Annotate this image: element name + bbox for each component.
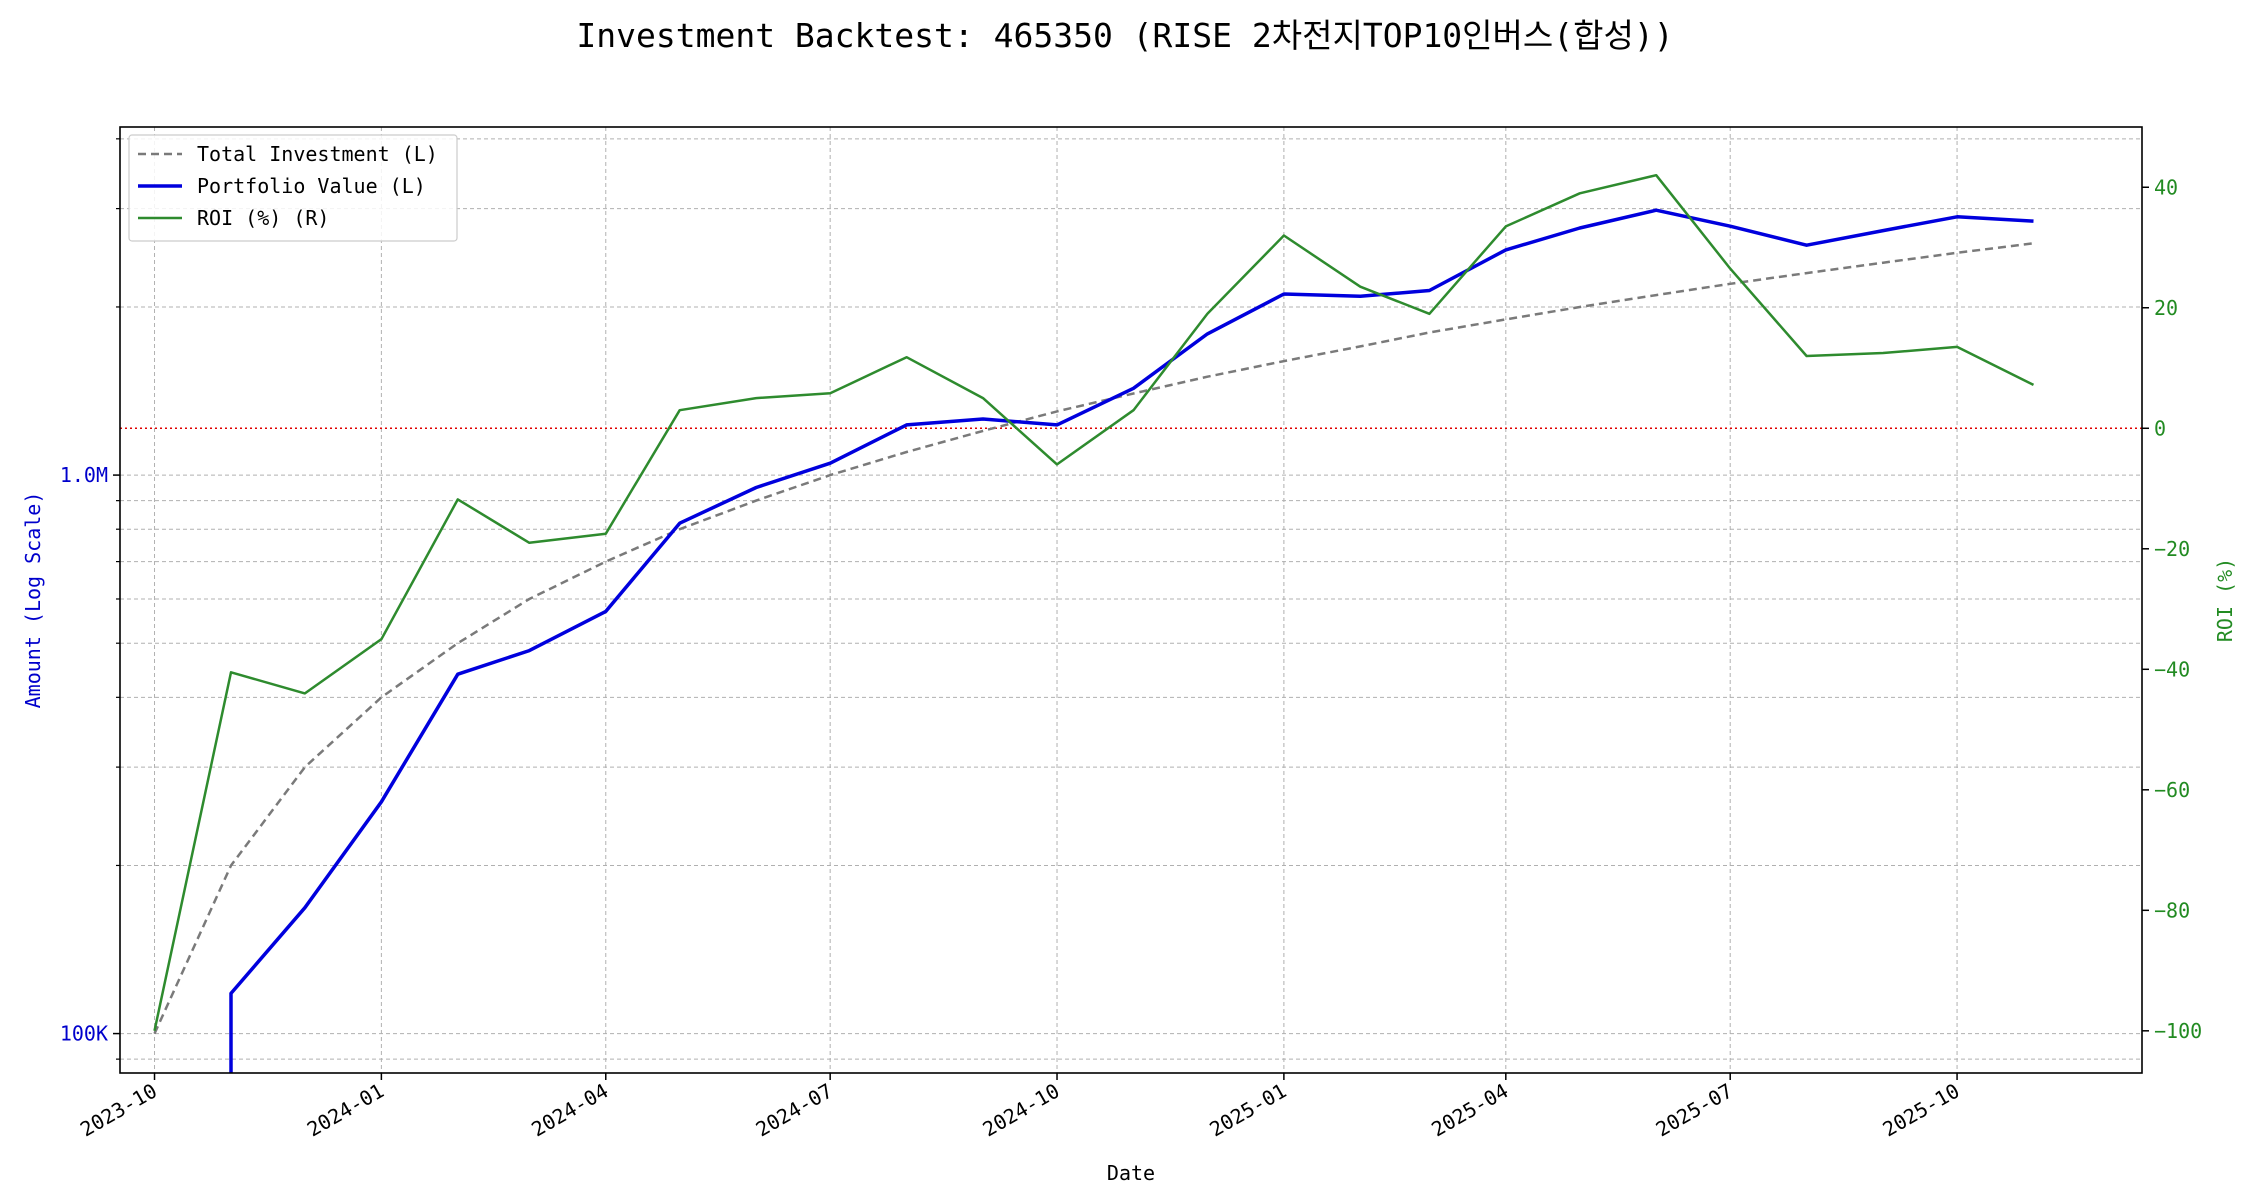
y-right-tick-label: 40 xyxy=(2154,175,2178,199)
legend-label-total-investment: Total Investment (L) xyxy=(197,142,438,166)
right-y-axis-label: ROI (%) xyxy=(2213,558,2237,642)
legend: Total Investment (L) Portfolio Value (L)… xyxy=(128,134,458,242)
plot-frame xyxy=(119,126,2143,1074)
left-y-axis-label: Amount (Log Scale) xyxy=(21,492,45,709)
plot-area xyxy=(153,173,2035,1073)
legend-label-roi: ROI (%) (R) xyxy=(197,206,329,230)
y-right-tick-label: −100 xyxy=(2154,1019,2202,1043)
roi-line xyxy=(153,173,2035,1032)
y-right-tick-label: 0 xyxy=(2154,416,2166,440)
y-right-tick-label: −40 xyxy=(2154,657,2190,681)
total-investment-line xyxy=(153,242,2034,1035)
legend-box xyxy=(128,134,458,242)
y-left-tick-label: 100K xyxy=(60,1022,108,1046)
portfolio-value-line xyxy=(229,208,2034,1073)
chart-title: Investment Backtest: 465350 (RISE 2차전지TO… xyxy=(576,16,1673,55)
y-right-tick-label: −80 xyxy=(2154,898,2190,922)
x-axis-label: Date xyxy=(1107,1161,1155,1185)
y-right-tick-label: −60 xyxy=(2154,778,2190,802)
right-y-axis: −100 −80 −60 −40 −20 0 20 40 xyxy=(2142,175,2202,1043)
y-left-tick-label: 1.0M xyxy=(60,463,108,487)
y-right-tick-label: 20 xyxy=(2154,296,2178,320)
y-right-tick-label: −20 xyxy=(2154,537,2190,561)
legend-label-portfolio-value: Portfolio Value (L) xyxy=(197,174,426,198)
grid-lines xyxy=(120,127,2142,1073)
left-y-axis: 100K 1.0M xyxy=(60,138,120,1060)
